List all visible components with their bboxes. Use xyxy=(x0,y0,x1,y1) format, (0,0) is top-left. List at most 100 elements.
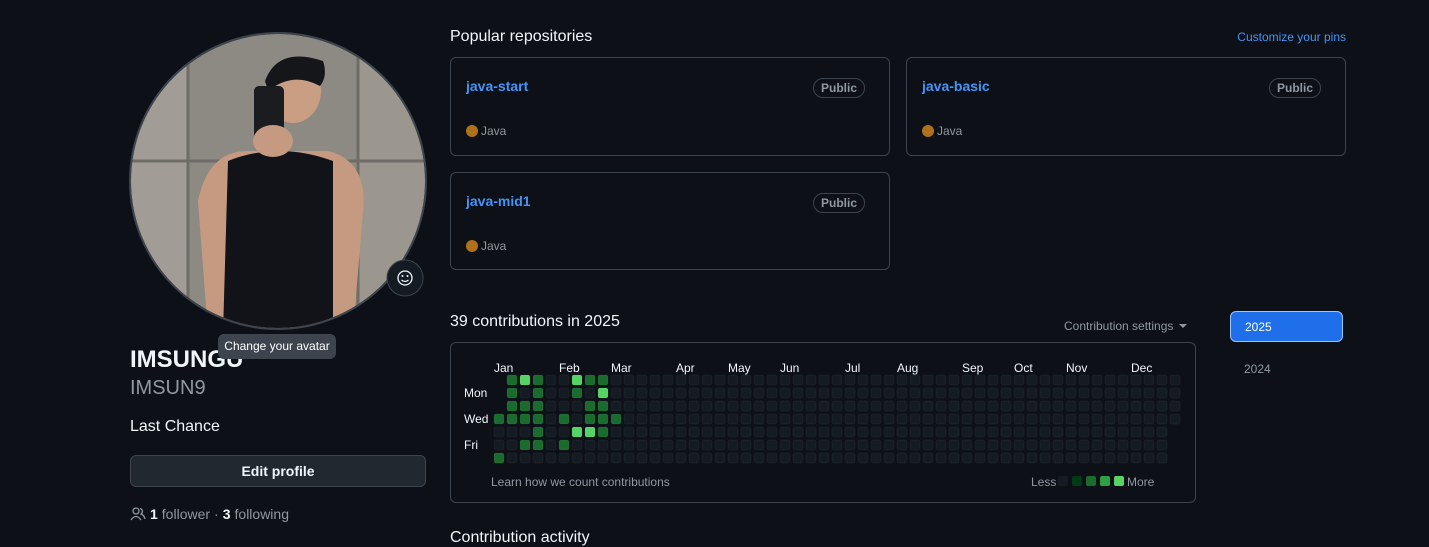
contribution-cell xyxy=(1091,439,1103,451)
contribution-cell xyxy=(1156,413,1168,425)
contribution-cell xyxy=(857,374,869,386)
contribution-cell xyxy=(1039,426,1051,438)
contribution-cell xyxy=(805,387,817,399)
contribution-cell xyxy=(714,413,726,425)
contribution-cell xyxy=(1039,439,1051,451)
contribution-cell xyxy=(870,413,882,425)
contribution-cell xyxy=(558,439,570,451)
contribution-cell xyxy=(649,374,661,386)
contribution-cell xyxy=(922,439,934,451)
follower-label[interactable]: follower xyxy=(161,506,211,522)
contribution-cell xyxy=(948,439,960,451)
contribution-cell xyxy=(1117,413,1129,425)
contribution-cell xyxy=(545,387,557,399)
contribution-cell xyxy=(701,374,713,386)
following-count[interactable]: 3 xyxy=(222,506,231,522)
edit-profile-button[interactable]: Edit profile xyxy=(130,455,426,487)
contribution-cell xyxy=(909,452,921,464)
contribution-cell xyxy=(831,387,843,399)
contribution-cell xyxy=(1039,452,1051,464)
contribution-cell xyxy=(532,452,544,464)
contribution-cell xyxy=(1026,413,1038,425)
contribution-cell xyxy=(623,452,635,464)
contribution-cell xyxy=(922,413,934,425)
contribution-cell xyxy=(883,452,895,464)
repo-card: java-mid1 Public Java xyxy=(450,172,890,270)
contribution-cell xyxy=(688,452,700,464)
contribution-cell xyxy=(532,400,544,412)
repo-card: java-start Public Java xyxy=(450,57,890,156)
contribution-cell xyxy=(714,400,726,412)
contribution-cell xyxy=(688,439,700,451)
contribution-cell xyxy=(1039,400,1051,412)
contribution-cell xyxy=(675,374,687,386)
follow-row: 1 follower · 3 following xyxy=(130,506,289,522)
contribution-cell xyxy=(792,387,804,399)
follower-count[interactable]: 1 xyxy=(150,506,158,522)
contribution-cell xyxy=(493,426,505,438)
visibility-badge: Public xyxy=(1268,78,1321,98)
contribution-cell xyxy=(948,387,960,399)
legend-more: More xyxy=(1127,475,1155,489)
repo-name[interactable]: java-start xyxy=(466,78,529,94)
settings-label[interactable]: Contribution settings xyxy=(1064,319,1174,333)
contribution-cell xyxy=(610,439,622,451)
contribution-cell xyxy=(1117,387,1129,399)
contribution-cell xyxy=(857,426,869,438)
year-button[interactable]: 2024 xyxy=(1244,362,1271,376)
contribution-cell xyxy=(935,400,947,412)
following-label[interactable]: following xyxy=(234,506,289,522)
contribution-cell xyxy=(1065,452,1077,464)
repo-name[interactable]: java-mid1 xyxy=(466,193,531,209)
contribution-cell xyxy=(766,400,778,412)
language-name: Java xyxy=(481,239,507,253)
contribution-cell xyxy=(1169,374,1181,386)
contribution-cell xyxy=(974,452,986,464)
contribution-cell xyxy=(584,374,596,386)
contribution-cell xyxy=(519,374,531,386)
contribution-cell xyxy=(987,413,999,425)
contribution-cell xyxy=(597,374,609,386)
contribution-cell xyxy=(636,439,648,451)
emoji-button[interactable] xyxy=(386,259,424,297)
repo-name[interactable]: java-basic xyxy=(922,78,990,94)
contribution-cell xyxy=(1078,387,1090,399)
contribution-cell xyxy=(935,426,947,438)
contribution-cell xyxy=(948,374,960,386)
contribution-cell xyxy=(987,439,999,451)
contribution-cell xyxy=(1091,374,1103,386)
contribution-cell xyxy=(571,374,583,386)
contribution-settings[interactable]: Contribution settings xyxy=(1064,319,1188,333)
contribution-cell xyxy=(896,387,908,399)
month-label: Jun xyxy=(780,361,799,375)
customize-pins[interactable]: Customize your pins xyxy=(1237,30,1346,44)
learn-link: Learn how we count contributions xyxy=(491,475,670,489)
contribution-cell xyxy=(649,439,661,451)
year-button[interactable]: 2025 xyxy=(1230,311,1343,342)
contribution-cell xyxy=(1013,400,1025,412)
contribution-cell xyxy=(909,439,921,451)
contribution-cell xyxy=(792,439,804,451)
contribution-cell xyxy=(584,452,596,464)
contribution-cell xyxy=(909,400,921,412)
contribution-cell xyxy=(987,452,999,464)
contribution-cell xyxy=(896,400,908,412)
contribution-cell xyxy=(896,452,908,464)
contribution-cell xyxy=(753,387,765,399)
contribution-cell xyxy=(1065,387,1077,399)
contribution-cell xyxy=(506,400,518,412)
contribution-cell xyxy=(1078,413,1090,425)
contribution-cell xyxy=(1078,374,1090,386)
contribution-cell xyxy=(844,452,856,464)
avatar[interactable] xyxy=(128,31,430,333)
contribution-cell xyxy=(805,426,817,438)
contribution-cell xyxy=(870,452,882,464)
contribution-cell xyxy=(1104,387,1116,399)
contribution-cell xyxy=(688,426,700,438)
contribution-cell xyxy=(1091,413,1103,425)
contribution-cell xyxy=(571,400,583,412)
contribution-cell xyxy=(584,400,596,412)
contribution-cell xyxy=(1117,374,1129,386)
contribution-cell xyxy=(844,426,856,438)
contribution-cell xyxy=(1026,374,1038,386)
